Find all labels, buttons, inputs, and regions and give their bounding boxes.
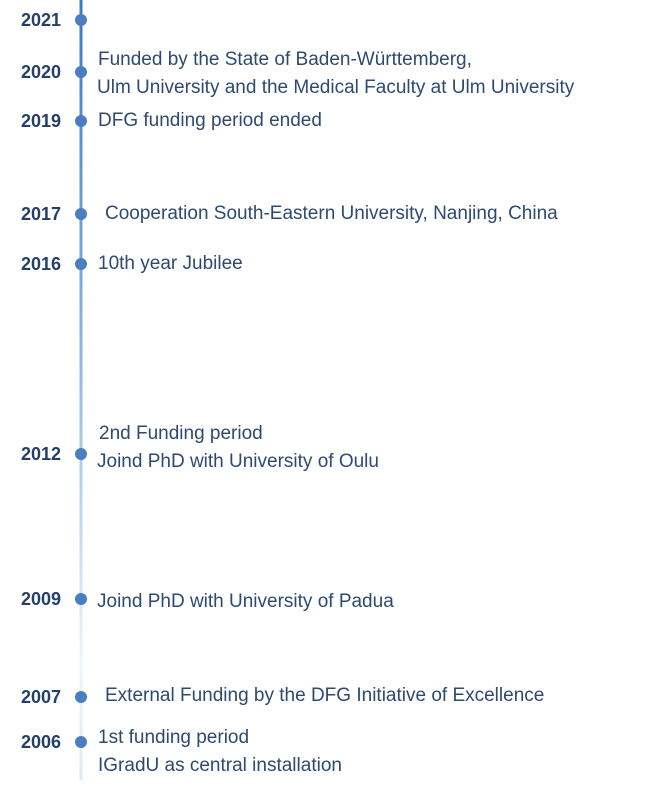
event-text: Ulm University and the Medical Faculty a…: [97, 77, 575, 98]
timeline-axis: [79, 0, 83, 780]
timeline-dot: [75, 208, 87, 220]
event-text: Joind PhD with University of Padua: [97, 591, 394, 612]
timeline-dot: [75, 736, 87, 748]
timeline-dot: [75, 258, 87, 270]
year-label: 2016: [21, 254, 61, 274]
year-label: 2017: [21, 204, 61, 224]
year-label: 2020: [21, 62, 61, 82]
timeline-dot: [75, 115, 87, 127]
year-label: 2006: [21, 732, 61, 752]
event-text: IGradU as central installation: [98, 755, 342, 776]
year-label: 2009: [21, 589, 61, 609]
timeline-dot: [75, 14, 87, 26]
event-text: 1st funding period: [98, 727, 249, 748]
year-label: 2021: [21, 10, 61, 30]
event-text: DFG funding period ended: [98, 110, 322, 131]
event-text: 2nd Funding period: [99, 423, 263, 444]
timeline-dot: [75, 593, 87, 605]
timeline-dot: [75, 448, 87, 460]
timeline-dot: [75, 691, 87, 703]
timeline-dot: [75, 66, 87, 78]
event-text: Cooperation South-Eastern University, Na…: [105, 203, 558, 224]
year-label: 2007: [21, 687, 61, 707]
event-text: Joind PhD with University of Oulu: [97, 451, 379, 472]
event-text: External Funding by the DFG Initiative o…: [105, 685, 544, 706]
event-text: 10th year Jubilee: [98, 253, 243, 274]
year-label: 2012: [21, 444, 61, 464]
year-label: 2019: [21, 111, 61, 131]
event-text: Funded by the State of Baden-Württemberg…: [98, 49, 472, 70]
